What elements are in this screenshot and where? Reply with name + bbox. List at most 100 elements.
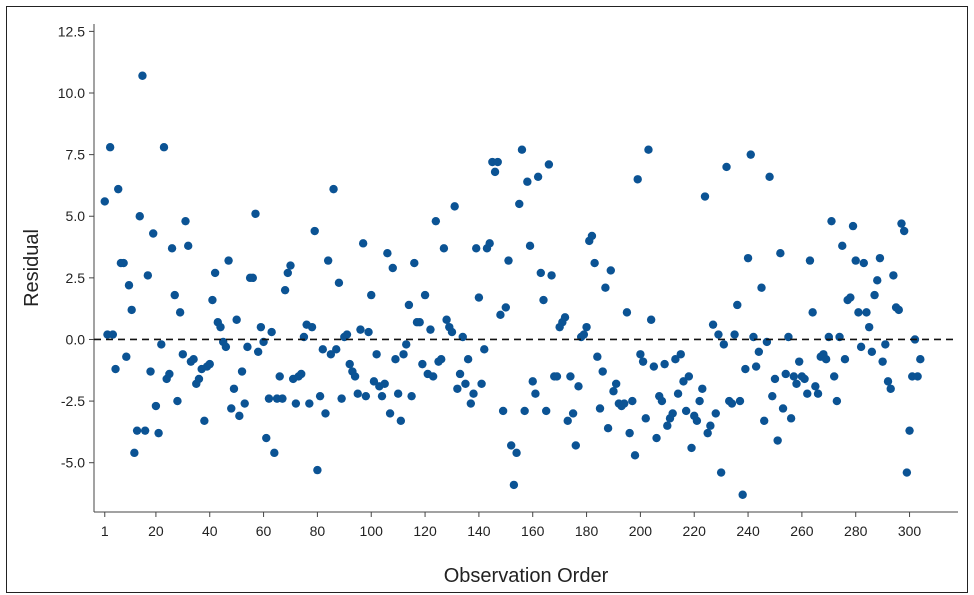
data-point [396,416,406,426]
data-point [870,290,879,300]
data-point [326,350,336,359]
data-point [372,350,381,359]
data-point [727,399,737,408]
data-point [854,308,863,317]
data-point [216,322,225,332]
data-point [873,276,882,285]
data-point [628,396,637,406]
data-point [490,167,500,177]
data-point [278,394,287,403]
data-point [595,404,605,413]
data-point [270,448,279,458]
data-point [173,396,182,406]
plot-area [93,24,958,513]
data-point [905,426,914,435]
data-point [388,263,397,273]
data-point [178,350,188,359]
data-point [221,342,231,352]
x-tick-label: 1 [101,523,109,539]
data-point [881,340,890,349]
data-point [453,384,462,393]
data-point [563,416,572,426]
data-point [848,221,858,231]
data-point [232,315,241,324]
data-point [883,377,893,386]
data-point [714,330,723,339]
data-point [560,313,570,322]
data-point [450,202,459,211]
data-point [698,384,707,393]
data-point [652,433,661,443]
data-points [100,71,925,499]
data-point [789,372,799,381]
y-tick-label: -5.0 [61,455,85,471]
data-point [859,258,868,268]
data-point [189,354,198,364]
y-tick-label: 0.0 [66,331,86,347]
data-point [829,372,839,381]
data-point [913,372,922,381]
data-point [305,399,314,408]
data-point [119,258,128,268]
data-point [894,305,903,315]
data-point [579,330,589,339]
data-point [719,340,729,349]
y-tick-label: 7.5 [66,147,86,163]
y-tick-label: 5.0 [66,208,86,224]
data-point [485,239,494,248]
data-point [353,389,362,398]
data-point [660,359,669,369]
x-tick-label: 300 [898,523,922,539]
data-point [515,199,524,209]
data-point [533,172,543,182]
data-point [496,310,505,320]
data-point [100,197,109,206]
data-point [480,345,489,354]
data-point [472,244,481,253]
data-point [229,384,239,393]
data-point [722,162,731,172]
data-point [625,428,634,438]
data-point [130,448,139,458]
data-point [716,468,726,477]
data-point [461,379,470,389]
data-point [574,382,583,391]
data-point [609,387,618,396]
data-point [175,308,185,317]
data-point [501,303,511,312]
data-point [184,241,193,251]
data-point [676,350,685,359]
data-point [415,318,424,327]
data-point [286,261,295,270]
data-point [210,268,220,278]
data-point [525,241,535,251]
data-point [350,372,360,381]
data-point [105,143,115,152]
data-point [248,273,258,283]
data-point [687,443,696,453]
data-point [315,391,325,401]
data-point [364,327,373,337]
data-point [800,374,809,384]
data-point [469,389,478,398]
data-point [159,143,169,152]
data-point [194,374,204,384]
x-tick-label: 260 [790,523,814,539]
data-point [770,374,780,384]
data-point [544,160,554,169]
data-point [253,347,263,356]
data-point [603,424,613,433]
data-point [671,354,680,364]
data-point [167,244,177,253]
data-point [431,216,441,226]
data-point [757,283,766,292]
data-point [127,305,136,315]
x-tick-label: 80 [310,523,326,539]
data-point [606,266,615,275]
data-point [418,359,427,369]
data-point [751,362,761,371]
data-point [851,256,860,265]
data-point [711,409,720,418]
data-point [337,394,346,403]
